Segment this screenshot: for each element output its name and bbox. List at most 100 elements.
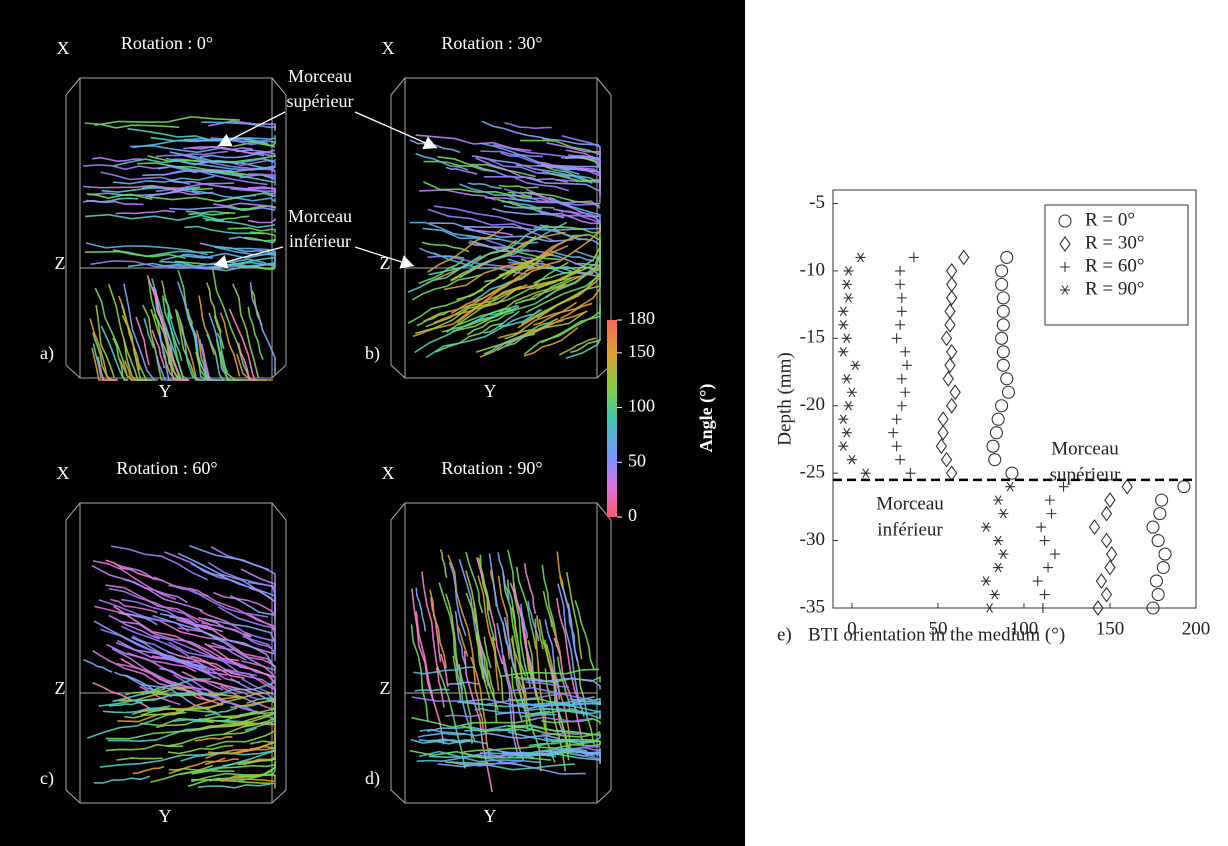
fiber <box>213 591 276 615</box>
fiber <box>520 677 601 690</box>
point <box>946 289 958 306</box>
fiber <box>132 765 165 775</box>
point <box>895 279 906 290</box>
fiber <box>215 339 250 381</box>
fiber <box>235 700 276 708</box>
point <box>905 468 916 479</box>
fiber <box>123 674 173 698</box>
point <box>946 397 958 414</box>
fiber <box>451 275 580 333</box>
colorbar-tick-label: 50 <box>628 450 646 470</box>
render-panel: Rotation : 0° X Z Ya) <box>40 33 287 401</box>
legend-marker <box>1060 262 1070 272</box>
fiber <box>439 549 448 578</box>
fiber <box>524 563 537 614</box>
fiber <box>213 202 276 210</box>
fiber <box>127 127 230 142</box>
point <box>1032 576 1043 587</box>
fiber <box>86 199 144 206</box>
annotation: supérieur <box>1050 464 1121 485</box>
fiber <box>409 139 461 154</box>
fiber <box>235 260 276 268</box>
legend-marker <box>1060 285 1070 295</box>
fiber <box>410 624 429 722</box>
fiber <box>119 620 225 660</box>
legend-marker <box>1058 214 1072 228</box>
legend-label: R = 0° <box>1085 209 1135 230</box>
fiber <box>152 614 276 669</box>
fiber <box>205 215 250 222</box>
fiber <box>201 621 276 661</box>
fiber <box>444 761 489 766</box>
fiber <box>166 651 245 679</box>
fiber <box>244 713 276 732</box>
point <box>900 346 911 357</box>
fiber <box>437 156 536 178</box>
fiber <box>237 342 256 381</box>
fiber <box>457 760 522 767</box>
fiber <box>507 258 580 273</box>
fiber <box>244 236 276 242</box>
fiber <box>417 732 466 738</box>
x-tick-label: 50 <box>928 618 947 639</box>
fiber <box>415 611 445 745</box>
fibers <box>82 115 276 381</box>
fiber <box>201 121 276 131</box>
fiber <box>536 225 601 290</box>
fiber <box>419 247 465 259</box>
point <box>846 454 857 465</box>
fiber <box>247 218 276 224</box>
point <box>1146 520 1160 534</box>
fiber <box>131 635 176 656</box>
fiber <box>488 747 588 755</box>
fiber <box>465 551 484 614</box>
point <box>896 292 907 303</box>
fiber <box>92 156 143 163</box>
fiber <box>410 738 488 745</box>
point <box>944 303 956 320</box>
fiber <box>496 622 520 758</box>
fiber <box>170 151 276 173</box>
fiber <box>92 343 102 378</box>
point <box>1095 573 1108 589</box>
fiber <box>415 152 469 171</box>
render-panel: Rotation : 60° X Z Yc) <box>40 458 287 826</box>
point <box>1156 561 1170 575</box>
point <box>993 562 1004 573</box>
fiber <box>463 742 549 753</box>
point <box>855 252 866 263</box>
annotation: Morceau <box>876 493 944 514</box>
fiber <box>238 159 276 167</box>
fiber <box>546 142 601 161</box>
fiber <box>247 186 276 197</box>
point <box>838 306 849 317</box>
fiber <box>423 181 533 198</box>
fiber <box>480 150 544 158</box>
fiber <box>484 196 601 209</box>
point <box>1049 549 1060 560</box>
point <box>988 453 1002 467</box>
fiber <box>83 658 113 673</box>
colorbar-tick-label: 180 <box>628 308 655 328</box>
axis-z-label: Z <box>380 253 391 273</box>
fiber <box>551 738 601 744</box>
point <box>940 330 953 347</box>
fiber <box>558 337 597 356</box>
fiber <box>498 308 541 328</box>
fiber <box>86 193 153 200</box>
fiber <box>506 254 544 264</box>
fiber <box>475 557 504 665</box>
point <box>1058 481 1069 492</box>
fiber <box>425 278 565 328</box>
fiber <box>236 353 274 381</box>
point <box>935 438 948 455</box>
fiber <box>250 731 276 751</box>
fiber <box>556 597 582 707</box>
arrow-head <box>214 254 229 269</box>
fiber <box>528 740 601 747</box>
fiber <box>484 732 560 740</box>
fiber <box>536 615 544 650</box>
fiber <box>463 650 493 793</box>
fiber <box>422 227 539 245</box>
fiber <box>419 189 496 201</box>
